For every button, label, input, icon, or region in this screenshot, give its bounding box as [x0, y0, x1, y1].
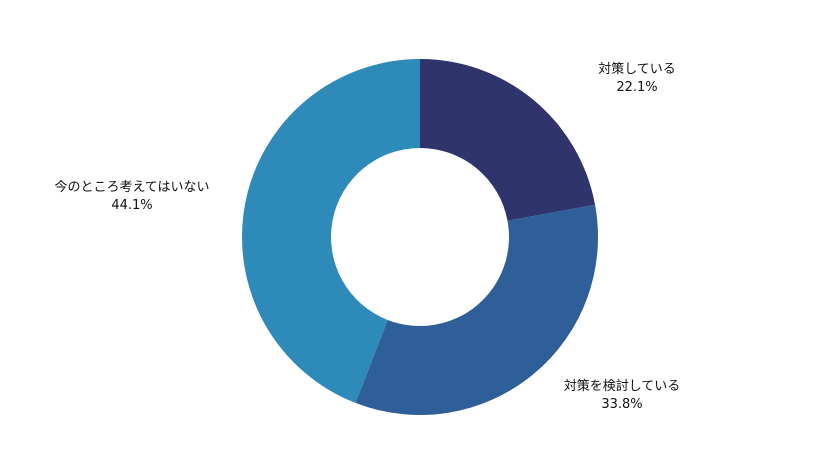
donut-slice-1	[420, 59, 596, 221]
donut-slice-3	[241, 59, 420, 403]
slice-value-label-1: 22.1%	[616, 80, 657, 95]
slice-label-1: 対策している	[598, 61, 676, 77]
donut-labels: 対策している 22.1% 対策を検討している 33.8% 今のところ考えてはいない 44.…	[54, 61, 680, 412]
slice-value-label-3: 44.1%	[111, 198, 152, 213]
slice-value-label-2: 33.8%	[601, 397, 642, 412]
slice-label-3: 今のところ考えてはいない	[54, 179, 209, 195]
donut-slices	[241, 59, 598, 415]
donut-slice-2	[355, 204, 598, 415]
slice-label-2: 対策を検討している	[564, 378, 681, 394]
